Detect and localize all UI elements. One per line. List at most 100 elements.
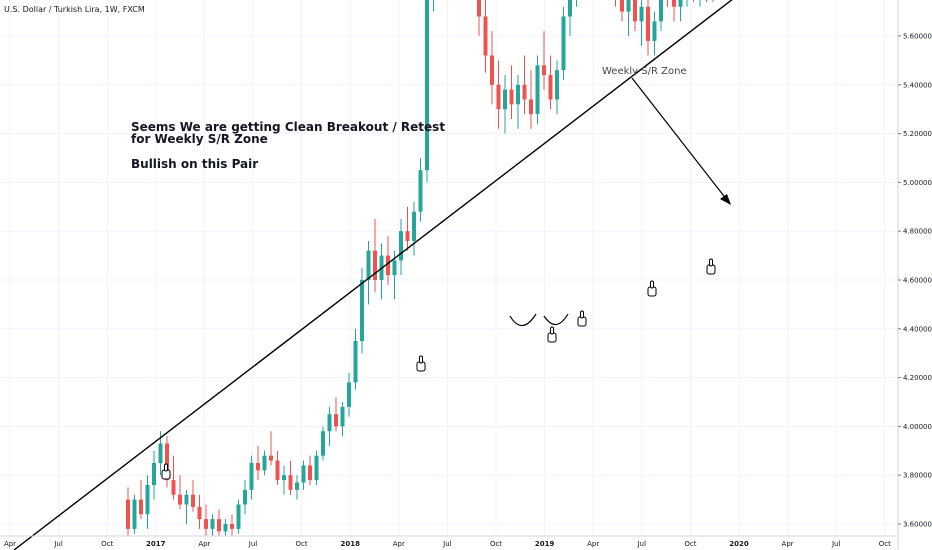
hand-finger [164, 463, 168, 472]
candle-body [503, 89, 507, 110]
price-tick-label: 5.00000 [903, 179, 932, 187]
time-tick-label: Oct [101, 540, 113, 548]
candle-body [236, 504, 241, 529]
candle-body [308, 465, 312, 481]
time-axis[interactable]: Apr Jul Oct 2017 Apr Jul Oct 2018 Apr Jul Oct 2019 A… [0, 535, 898, 548]
candle-body [230, 524, 234, 529]
candle [132, 494, 137, 534]
symbol-title[interactable]: U.S. Dollar / Turkish Lira, 1W, FXCM [4, 5, 145, 14]
annotation-line-1: Seems We are getting Clean Breakout / Re… [131, 120, 446, 134]
candle-body [314, 455, 319, 481]
candle-body [522, 84, 527, 100]
candle-body [399, 231, 403, 261]
price-tick-label: 3.80000 [903, 472, 932, 480]
candle-body [373, 250, 377, 280]
candle [568, 0, 572, 36]
time-tick-label: Apr [198, 540, 210, 548]
candle [503, 75, 507, 134]
candle-body [477, 0, 481, 17]
callout-label: Weekly S/R Zone [602, 66, 687, 77]
candle [366, 240, 371, 305]
candle [230, 514, 234, 537]
candle-body [509, 89, 514, 105]
candle [496, 60, 501, 129]
candle-body [620, 0, 624, 12]
callout-arrow [631, 77, 731, 205]
candle-body [301, 465, 306, 483]
price-axis[interactable]: 3.60000 3.80000 4.00000 4.20000 4.40000 4.600… [897, 0, 932, 550]
candle-body [340, 406, 345, 427]
time-tick-label: 2019 [535, 540, 555, 548]
candle-body [243, 489, 247, 505]
candle [236, 499, 241, 534]
candle-body [542, 65, 546, 76]
candle-body [223, 524, 228, 532]
candle [509, 65, 514, 119]
candle [646, 0, 650, 56]
candle [620, 0, 624, 22]
candle-body [288, 475, 293, 490]
candle-body [633, 0, 637, 22]
price-tick-label: 4.20000 [903, 374, 932, 382]
candle [321, 426, 325, 461]
candle-body [490, 55, 494, 85]
candle [405, 206, 410, 251]
candle [334, 397, 338, 432]
candle [418, 158, 423, 222]
price-tick-label: 4.60000 [903, 277, 932, 285]
candle [686, 0, 688, 7]
candle-body [191, 494, 195, 507]
candle-body [256, 463, 260, 471]
candle [191, 480, 195, 512]
candle-body [178, 494, 182, 505]
time-tick-label: Apr [393, 540, 405, 548]
candle-body [425, 0, 429, 171]
candle [353, 328, 358, 390]
candle-body [483, 16, 488, 56]
callout-arrow-line [631, 77, 728, 201]
price-tick-label: 3.60000 [903, 521, 932, 529]
time-tick-label: Jul [831, 540, 841, 548]
callout-arrow-head [720, 194, 731, 205]
time-tick-label: Jul [442, 540, 452, 548]
time-tick-label: Jul [248, 540, 258, 548]
candle-body [126, 499, 130, 529]
candle-body [210, 519, 215, 529]
candle [295, 475, 299, 500]
candle-body [646, 6, 650, 41]
candle [347, 372, 351, 417]
candle [626, 0, 631, 36]
candle [379, 243, 384, 300]
time-tick-label: 2017 [146, 540, 166, 548]
time-tick-label: Oct [684, 540, 696, 548]
hand-finger [580, 310, 584, 319]
price-tick-label: 5.40000 [903, 81, 932, 89]
candle [178, 475, 182, 510]
candle [652, 11, 657, 56]
candle [197, 494, 202, 529]
candle-body [561, 16, 566, 71]
candle-body [405, 231, 410, 241]
candle [639, 0, 644, 46]
candle [275, 450, 280, 485]
time-tick-label: Apr [587, 540, 599, 548]
hand-finger [419, 355, 423, 364]
candle [314, 450, 319, 485]
candle [667, 0, 668, 7]
candle [615, 0, 616, 7]
candle-body [347, 382, 351, 407]
hand-pointer-icon [706, 258, 716, 275]
grid-lines [0, 0, 898, 536]
candle-body [496, 84, 501, 110]
candle [522, 55, 527, 115]
time-tick-label: Jul [53, 540, 63, 548]
candle-body [392, 260, 397, 276]
price-tick-label: 4.00000 [903, 423, 932, 431]
time-tick-label: 2020 [729, 540, 749, 548]
candle-body [145, 484, 150, 515]
candle [529, 70, 533, 129]
candle [483, 0, 488, 73]
candle-body [282, 475, 286, 481]
candle [256, 445, 260, 481]
candle [152, 450, 156, 500]
